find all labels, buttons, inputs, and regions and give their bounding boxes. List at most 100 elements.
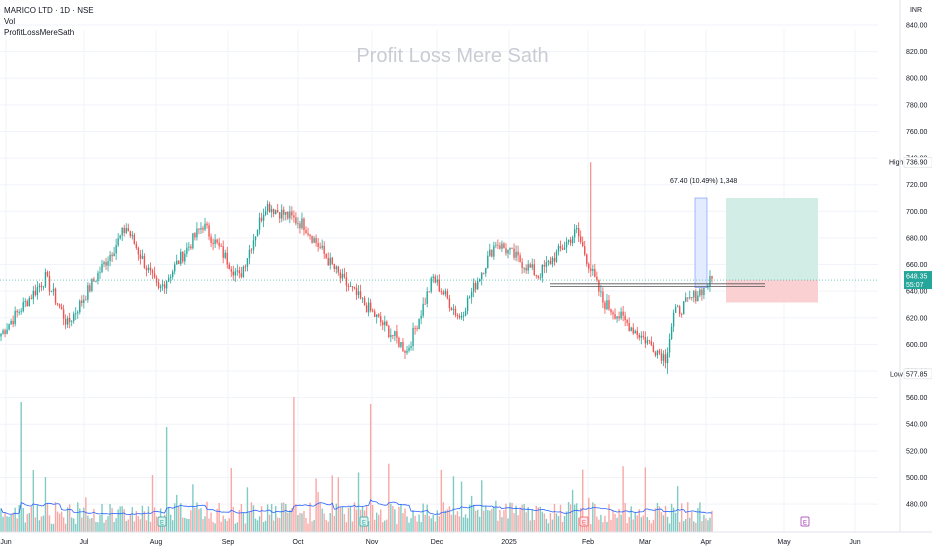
candle-body <box>111 254 113 257</box>
candle-body <box>226 252 228 265</box>
candle-body <box>359 291 362 299</box>
candle-body <box>64 318 67 325</box>
price-tick-label: 540.00 <box>906 422 928 429</box>
volume-bar <box>454 514 457 532</box>
candle-body <box>143 255 146 269</box>
candle-body <box>652 345 655 353</box>
volume-bar <box>420 522 422 532</box>
volume-bar <box>468 504 471 532</box>
candle-body <box>460 315 463 318</box>
candle-body <box>701 289 703 296</box>
candle-body <box>596 276 598 280</box>
candle-body <box>452 308 455 310</box>
volume-bar <box>487 510 489 532</box>
volume-bar <box>402 513 404 532</box>
volume-bar <box>208 518 210 532</box>
candle-body <box>511 247 513 249</box>
candle-body <box>121 227 123 236</box>
volume-bar <box>291 507 293 532</box>
candle-body <box>634 330 636 334</box>
symbol-title[interactable]: MARICO LTD · 1D · NSE <box>4 6 94 15</box>
volume-bar <box>541 511 544 532</box>
earnings-marker[interactable] <box>800 516 810 527</box>
volume-bar <box>448 506 451 532</box>
volume-bar <box>93 508 95 532</box>
volume-bar <box>95 521 97 532</box>
candle-body <box>349 286 352 288</box>
earnings-marker[interactable] <box>157 516 167 527</box>
candle-body <box>244 266 247 268</box>
last-price-value: 648.35 <box>906 274 928 281</box>
volume-bar <box>569 504 572 532</box>
volume-bar <box>511 502 513 532</box>
candle-body <box>291 211 293 216</box>
volume-bar <box>315 478 317 532</box>
volume-bar <box>575 503 578 532</box>
candle-body <box>632 327 634 334</box>
candle-body <box>70 321 73 323</box>
volume-bar <box>462 517 465 532</box>
price-tick-label: 720.00 <box>906 182 928 189</box>
volume-bar <box>523 503 525 532</box>
volume-bar <box>464 514 467 532</box>
candle-body <box>85 299 87 301</box>
candle-body <box>87 285 89 300</box>
candle-body <box>264 211 267 215</box>
volume-bar <box>8 516 10 532</box>
candle-body <box>378 314 380 317</box>
earnings-marker[interactable] <box>359 516 369 527</box>
volume-bar <box>440 469 443 532</box>
volume-bar <box>73 518 75 532</box>
earnings-marker[interactable] <box>579 516 589 527</box>
candle-body <box>656 350 659 356</box>
volume-bar <box>4 512 6 532</box>
candle-body <box>323 245 325 254</box>
candle-body <box>470 291 473 298</box>
volume-bar <box>382 522 384 532</box>
volume-bar <box>200 508 202 532</box>
volume-bar <box>133 521 136 532</box>
candle-body <box>141 255 144 259</box>
volume-indicator-label[interactable]: Vol <box>4 17 16 26</box>
price-tick-label: 640.00 <box>906 289 928 296</box>
volume-bar <box>588 497 590 532</box>
candle-body <box>178 260 180 265</box>
profit-target-zone[interactable] <box>726 198 818 281</box>
candle-body <box>573 229 576 238</box>
volume-bar <box>107 516 109 532</box>
candle-body <box>6 329 8 334</box>
candle-body <box>363 297 366 306</box>
script-indicator-label[interactable]: ProfitLossMereSath <box>4 28 75 37</box>
candle-body <box>406 350 408 353</box>
measure-range-box[interactable] <box>694 197 708 288</box>
volume-bar <box>42 515 45 532</box>
candle-body <box>210 236 212 243</box>
volume-bar <box>337 477 340 532</box>
volume-bar <box>373 519 376 532</box>
candle-body <box>303 218 305 231</box>
candle-body <box>703 285 705 296</box>
candle-body <box>341 273 344 279</box>
volume-bar <box>495 500 497 532</box>
candle-body <box>693 291 695 298</box>
candle-body <box>149 267 152 271</box>
stop-loss-zone[interactable] <box>726 280 818 303</box>
candle-body <box>408 347 410 351</box>
volume-bar <box>236 522 239 532</box>
volume-bar <box>240 504 243 532</box>
candle-body <box>230 269 232 272</box>
volume-bar <box>432 514 434 532</box>
currency-label[interactable]: INR <box>909 7 922 14</box>
candle-body <box>699 289 701 296</box>
price-tick-label: 600.00 <box>906 342 928 349</box>
volume-bar <box>274 505 277 532</box>
price-tick-label: 480.00 <box>906 502 928 509</box>
price-badge <box>903 156 932 168</box>
volume-bar <box>264 520 267 532</box>
candle-body <box>113 253 115 257</box>
candle-body <box>169 276 172 278</box>
volume-bar <box>256 520 259 532</box>
candle-body <box>365 305 368 313</box>
candle-body <box>462 315 465 317</box>
